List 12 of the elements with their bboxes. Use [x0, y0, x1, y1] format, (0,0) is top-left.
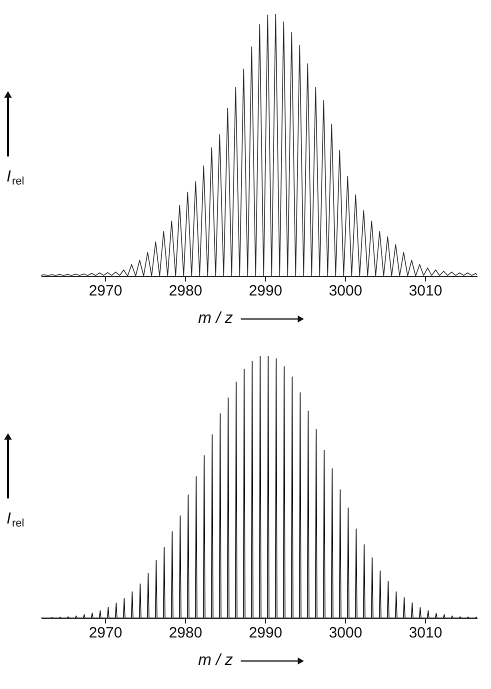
x-tick-label: 2970: [88, 282, 122, 300]
x-tick-label: 2990: [248, 282, 282, 300]
x-tick-label: 2980: [168, 282, 202, 300]
x-tick-label: 3010: [408, 624, 442, 642]
x-tick-label: 2980: [168, 624, 202, 642]
x-tick-label: 3000: [328, 282, 362, 300]
x-axis-title: m / z: [198, 652, 233, 669]
x-tick-label: 2970: [88, 624, 122, 642]
x-tick-label: 2990: [248, 624, 282, 642]
x-tick-label: 3000: [328, 624, 362, 642]
x-axis-title: m / z: [198, 310, 233, 327]
x-tick-label: 3010: [408, 282, 442, 300]
